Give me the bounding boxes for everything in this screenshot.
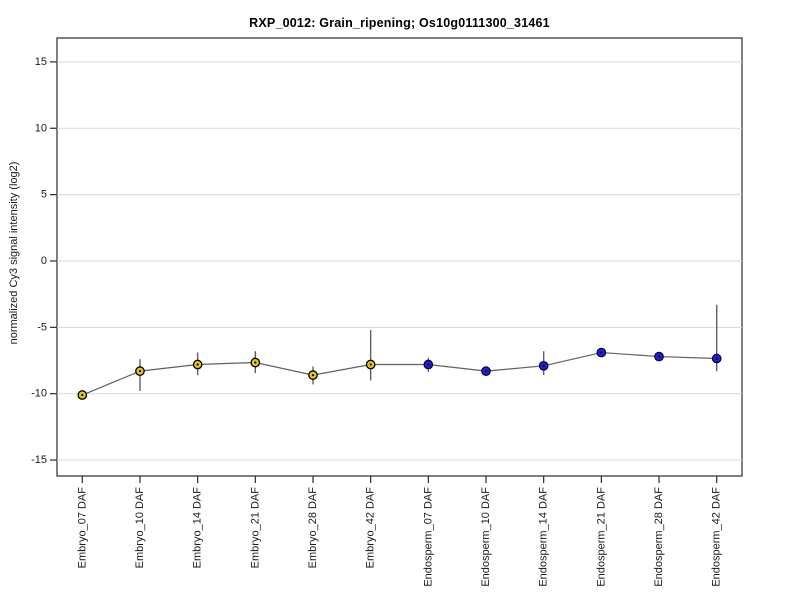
chart-title: RXP_0012: Grain_ripening; Os10g0111300_3… bbox=[249, 16, 550, 30]
data-point-center-dot bbox=[254, 361, 257, 364]
data-point-center-dot bbox=[138, 370, 142, 373]
y-tick-label: 15 bbox=[35, 56, 47, 68]
series-line bbox=[82, 351, 717, 396]
x-tick-label: Endosperm_21 DAF bbox=[595, 487, 607, 587]
data-point-center-dot bbox=[196, 363, 199, 366]
data-point-center-dot bbox=[484, 370, 488, 373]
x-tick-label: Endosperm_14 DAF bbox=[538, 487, 550, 587]
y-tick-label: -10 bbox=[31, 388, 47, 400]
data-point-center-dot bbox=[81, 393, 84, 397]
data-point-center-dot bbox=[600, 351, 603, 354]
data-point-center-dot bbox=[657, 355, 661, 358]
x-tick-label: Embryo_14 DAF bbox=[192, 487, 204, 569]
x-tick-label: Endosperm_07 DAF bbox=[422, 487, 434, 587]
x-tick-label: Endosperm_28 DAF bbox=[653, 487, 665, 587]
x-tick-label: Embryo_10 DAF bbox=[134, 487, 146, 569]
plot-border bbox=[56, 37, 743, 477]
data-point-center-dot bbox=[311, 374, 315, 377]
x-tick-label: Endosperm_42 DAF bbox=[711, 487, 723, 587]
y-tick-label: -5 bbox=[37, 321, 47, 333]
y-tick-label: -15 bbox=[31, 454, 47, 466]
x-tick-label: Embryo_42 DAF bbox=[365, 487, 377, 569]
y-tick-label: 5 bbox=[41, 189, 47, 201]
data-point-center-dot bbox=[427, 363, 430, 366]
data-point-center-dot bbox=[542, 364, 545, 367]
x-tick-label: Embryo_28 DAF bbox=[307, 487, 319, 569]
data-point-center-dot bbox=[715, 357, 718, 360]
data-point-center-dot bbox=[369, 363, 372, 366]
x-tick-label: Embryo_07 DAF bbox=[76, 487, 88, 569]
x-tick-label: Endosperm_10 DAF bbox=[480, 487, 492, 587]
y-tick-label: 10 bbox=[35, 122, 47, 134]
x-tick-label: Embryo_21 DAF bbox=[249, 487, 261, 569]
y-tick-label: 0 bbox=[41, 255, 47, 267]
